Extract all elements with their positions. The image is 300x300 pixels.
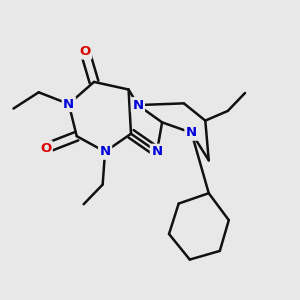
Text: O: O	[80, 45, 91, 58]
Text: N: N	[151, 145, 163, 158]
Text: O: O	[40, 142, 51, 155]
Text: N: N	[186, 126, 197, 139]
Text: N: N	[63, 98, 74, 110]
Text: N: N	[100, 145, 111, 158]
Text: N: N	[132, 99, 143, 112]
